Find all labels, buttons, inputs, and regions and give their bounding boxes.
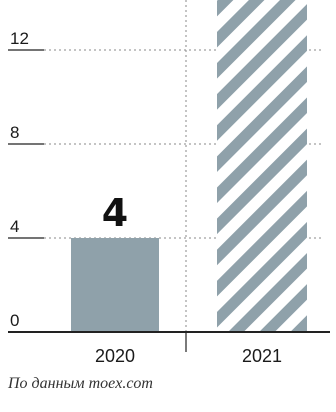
y-tick-label-12: 12 [10,29,29,48]
y-tick-label-4: 4 [10,217,19,236]
axes [8,331,330,352]
labels: 0 4 8 12 4 2020 2021 [10,29,282,366]
source-note: По данным moex.com [8,375,153,392]
bar-2021 [217,0,307,332]
bar-2020 [71,238,159,332]
y-tick-label-0: 0 [10,311,19,330]
x-tick-label-2021: 2021 [242,346,282,366]
y-tick-label-8: 8 [10,123,19,142]
bars [71,0,307,332]
data-label-2020: 4 [102,191,128,235]
x-tick-label-2020: 2020 [95,346,135,366]
